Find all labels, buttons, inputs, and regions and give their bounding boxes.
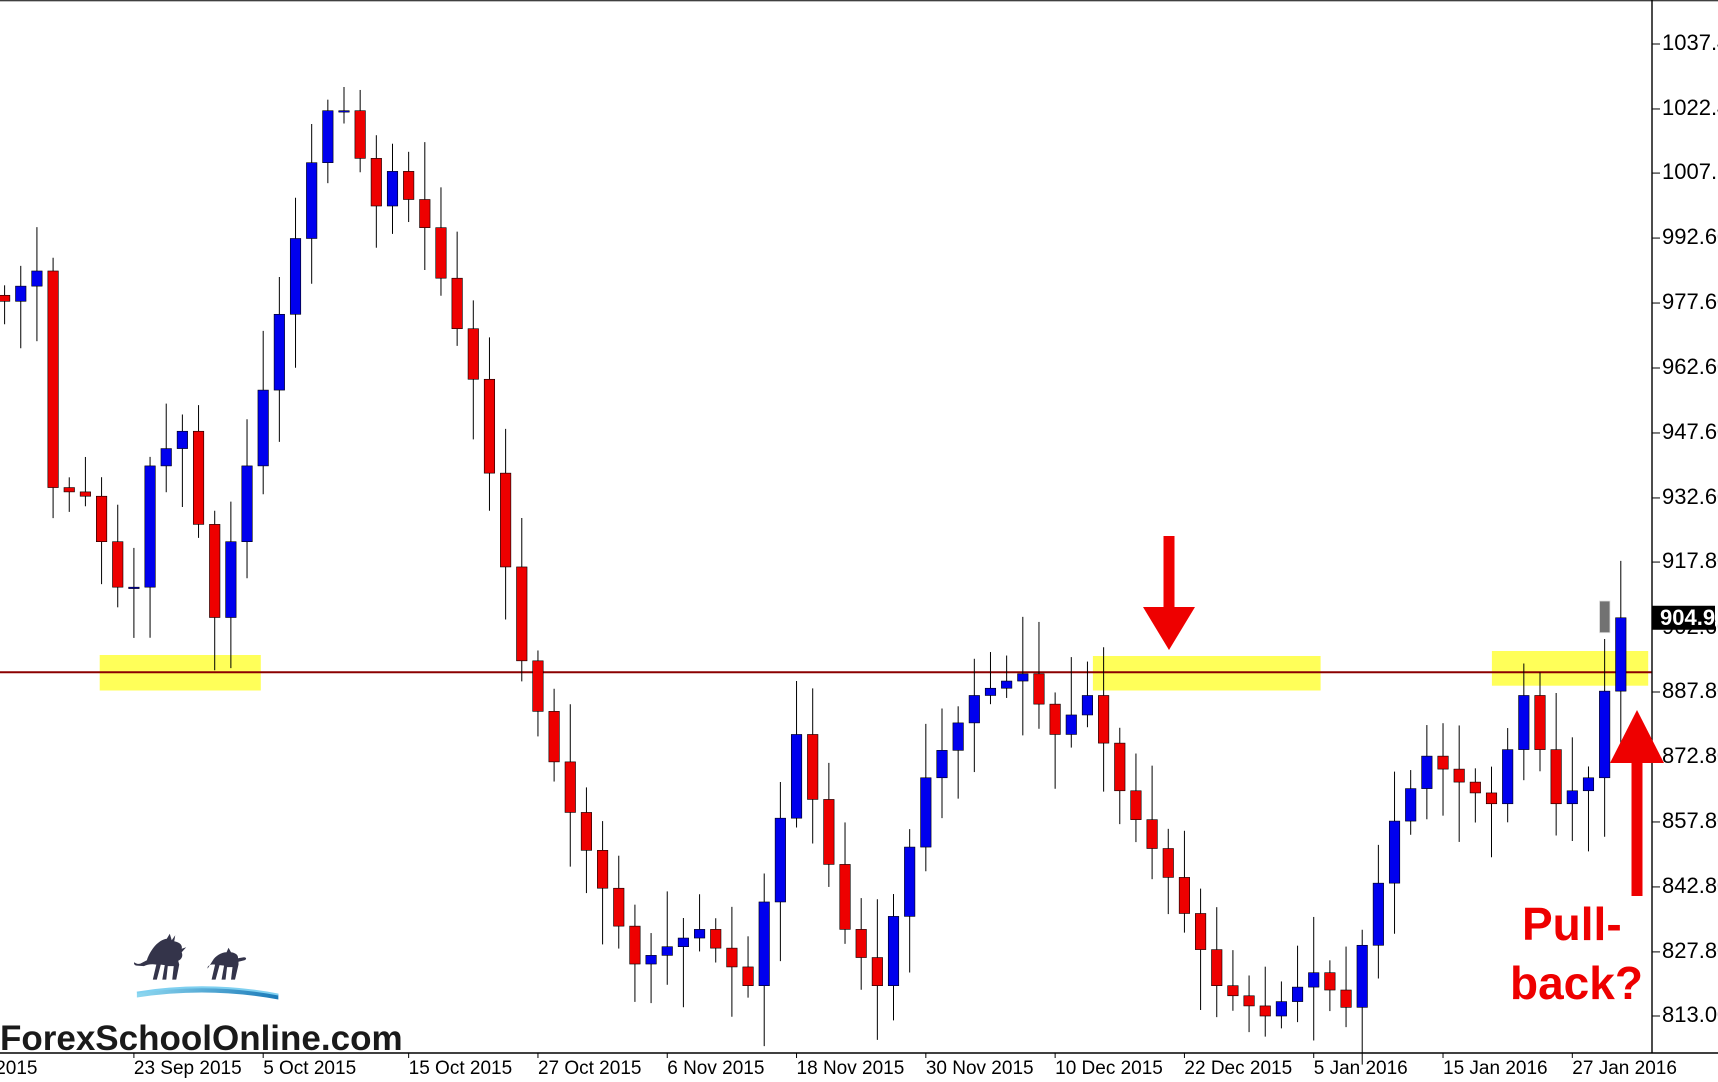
svg-text:15 Oct 2015: 15 Oct 2015 (409, 1058, 513, 1079)
svg-text:10 Dec 2015: 10 Dec 2015 (1055, 1058, 1163, 1079)
svg-text:Pull-: Pull- (1522, 898, 1622, 950)
svg-text:932.60: 932.60 (1662, 484, 1718, 509)
svg-text:977.60: 977.60 (1662, 289, 1718, 314)
svg-text:27 Jan 2016: 27 Jan 2016 (1572, 1058, 1677, 1079)
svg-text:5 Oct 2015: 5 Oct 2015 (263, 1058, 356, 1079)
svg-text:992.60: 992.60 (1662, 224, 1718, 249)
svg-text:30 Nov 2015: 30 Nov 2015 (926, 1058, 1034, 1079)
svg-text:842.80: 842.80 (1662, 873, 1718, 898)
svg-text:917.80: 917.80 (1662, 548, 1718, 573)
svg-text:887.80: 887.80 (1662, 678, 1718, 703)
svg-text:Sep 2015: Sep 2015 (0, 1058, 37, 1079)
svg-text:857.80: 857.80 (1662, 808, 1718, 833)
svg-text:back?: back? (1510, 957, 1643, 1009)
svg-text:ForexSchoolOnline.com: ForexSchoolOnline.com (0, 1019, 403, 1058)
svg-text:22 Dec 2015: 22 Dec 2015 (1184, 1058, 1292, 1079)
svg-text:6 Nov 2015: 6 Nov 2015 (667, 1058, 764, 1079)
svg-text:27 Oct 2015: 27 Oct 2015 (538, 1058, 642, 1079)
svg-text:1022.40: 1022.40 (1662, 95, 1718, 120)
svg-text:18 Nov 2015: 18 Nov 2015 (797, 1058, 905, 1079)
svg-text:872.80: 872.80 (1662, 743, 1718, 768)
svg-text:23 Sep 2015: 23 Sep 2015 (134, 1058, 242, 1079)
svg-text:962.60: 962.60 (1662, 354, 1718, 379)
svg-text:904.94: 904.94 (1660, 605, 1718, 630)
svg-text:947.60: 947.60 (1662, 419, 1718, 444)
svg-text:1007.60: 1007.60 (1662, 159, 1718, 184)
svg-text:827.80: 827.80 (1662, 938, 1718, 963)
svg-text:1037.40: 1037.40 (1662, 30, 1718, 55)
svg-text:813.00: 813.00 (1662, 1002, 1718, 1027)
svg-text:15 Jan 2016: 15 Jan 2016 (1443, 1058, 1548, 1079)
svg-text:5 Jan 2016: 5 Jan 2016 (1314, 1058, 1408, 1079)
